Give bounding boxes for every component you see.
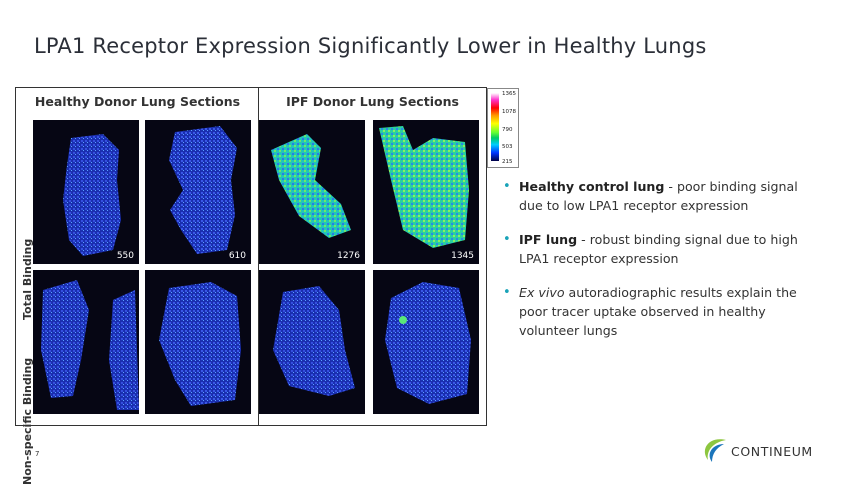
value-label: 550 xyxy=(116,251,134,261)
value-label: 610 xyxy=(228,251,246,261)
ipf-total-binding-2: 1345 xyxy=(373,120,479,264)
value-label: 1345 xyxy=(451,251,474,261)
ipf-total-binding-1: 1276 xyxy=(259,120,365,264)
color-scale-legend: 1365 1078 790 503 215 xyxy=(487,88,519,168)
value-label: 1276 xyxy=(337,251,360,261)
ipf-nonspecific-binding-2 xyxy=(373,270,479,414)
bullet-italic: Ex vivo xyxy=(519,285,565,300)
bullet-ipf: • IPF lung - robust binding signal due to… xyxy=(503,232,798,266)
bullet-ex-vivo: • Ex vivo autoradiographic results explai… xyxy=(503,285,797,338)
continuum-logo: CONTINEUM xyxy=(698,434,823,464)
healthy-donor-header: Healthy Donor Lung Sections xyxy=(34,94,241,109)
healthy-nonspecific-binding-1 xyxy=(33,270,139,414)
slide-title: LPA1 Receptor Expression Significantly L… xyxy=(34,34,707,58)
scale-label: 790 xyxy=(502,127,513,133)
logo-mark-icon xyxy=(704,439,726,462)
healthy-nonspecific-binding-2 xyxy=(145,270,251,414)
ipf-donor-header: IPF Donor Lung Sections xyxy=(286,94,459,109)
scale-label: 1365 xyxy=(502,91,516,97)
ipf-nonspecific-binding-1 xyxy=(259,270,365,414)
healthy-total-binding-1: 550 xyxy=(33,120,139,264)
color-scale-bar xyxy=(491,93,499,161)
bullet-text: autoradiographic results explain the poo… xyxy=(519,285,797,338)
bullet-list: • Healthy control lung - poor binding sig… xyxy=(503,177,823,355)
bullet-text: - robust binding signal due to high LPA1… xyxy=(519,232,798,266)
scale-label: 215 xyxy=(502,159,513,165)
page-number: 7 xyxy=(35,450,40,458)
bullet-text: - poor binding signal due to low LPA1 re… xyxy=(519,179,798,213)
logo-text: CONTINEUM xyxy=(731,444,813,459)
bullet-healthy: • Healthy control lung - poor binding sig… xyxy=(503,179,798,213)
healthy-total-binding-2: 610 xyxy=(145,120,251,264)
scale-label: 503 xyxy=(502,144,513,150)
bullet-bold: IPF lung xyxy=(519,232,578,247)
scale-label: 1078 xyxy=(502,109,516,115)
bullet-bold: Healthy control lung xyxy=(519,179,665,194)
